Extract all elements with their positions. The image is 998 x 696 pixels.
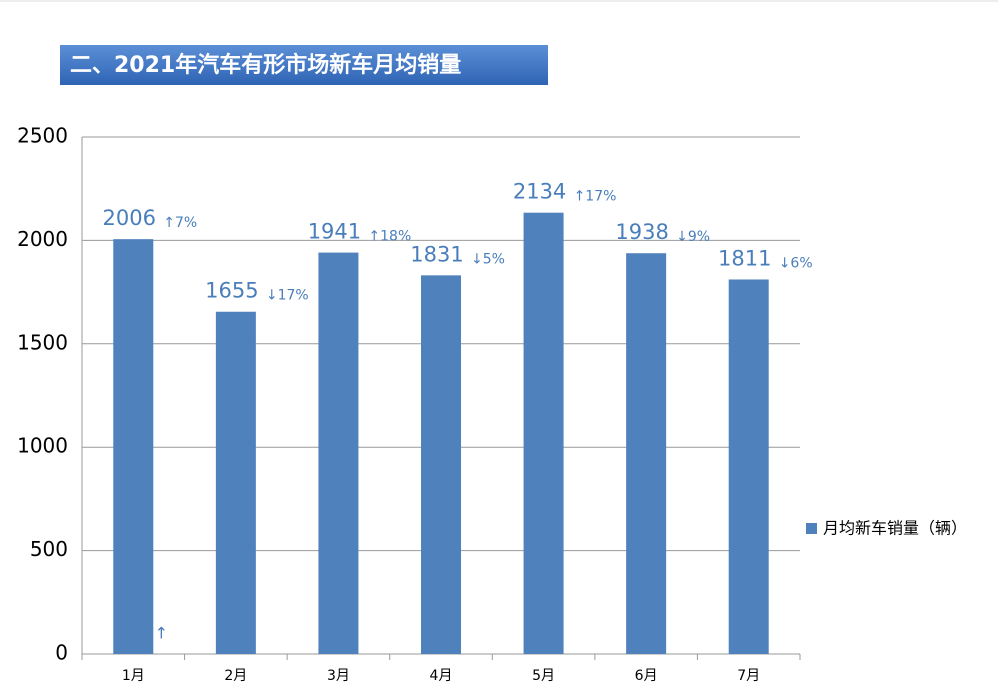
y-tick-label: 2000 — [17, 227, 68, 251]
value-label: 2006 — [103, 206, 156, 230]
bar — [421, 275, 461, 654]
legend-swatch — [806, 523, 817, 534]
value-label: 1655 — [205, 279, 258, 303]
annotation: ↑ — [155, 624, 168, 643]
change-label: ↓17% — [266, 288, 309, 304]
change-label: ↑7% — [163, 215, 197, 231]
legend-label: 月均新车销量（辆） — [823, 519, 967, 538]
bar — [728, 279, 769, 654]
x-tick-label: 5月 — [532, 668, 555, 684]
x-tick-label: 4月 — [430, 668, 453, 684]
x-tick-label: 1月 — [122, 668, 145, 684]
y-tick-label: 2500 — [17, 124, 68, 148]
bar — [626, 253, 667, 654]
change-label: ↑18% — [368, 229, 411, 245]
chart-title: 二、2021年汽车有形市场新车月均销量 — [70, 52, 461, 78]
bar — [318, 252, 359, 654]
x-tick-label: 3月 — [327, 668, 350, 684]
change-label: ↓9% — [676, 229, 710, 245]
title-banner — [60, 45, 548, 85]
value-label: 2134 — [513, 180, 566, 204]
y-tick-label: 0 — [55, 641, 68, 665]
bar — [113, 239, 154, 655]
x-tick-label: 2月 — [224, 668, 247, 684]
x-tick-label: 7月 — [737, 668, 760, 684]
y-tick-label: 500 — [30, 537, 68, 561]
y-tick-label: 1500 — [17, 330, 68, 354]
change-label: ↑17% — [574, 189, 617, 205]
value-label: 1938 — [615, 220, 668, 244]
value-label: 1831 — [410, 242, 463, 266]
change-label: ↓6% — [779, 255, 813, 271]
value-label: 1941 — [308, 220, 361, 244]
bar — [215, 311, 256, 654]
y-tick-label: 1000 — [17, 434, 68, 458]
bar — [523, 212, 564, 655]
x-tick-label: 6月 — [635, 668, 658, 684]
value-label: 1811 — [718, 246, 771, 270]
change-label: ↓5% — [471, 251, 505, 267]
